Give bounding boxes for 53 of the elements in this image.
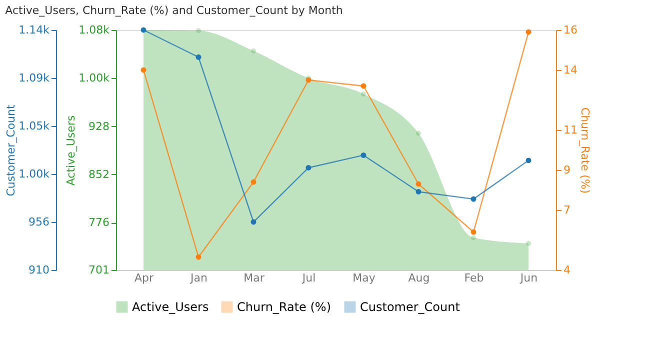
y2-axis-title: Churn_Rate (%) xyxy=(578,107,592,194)
point xyxy=(196,54,202,60)
point xyxy=(416,189,422,194)
y2-tick-label: 4 xyxy=(564,264,570,276)
y-tick-label: 1.08k xyxy=(78,24,110,36)
chart-title: Active_Users, Churn_Rate (%) and Customer_Count by Month xyxy=(5,4,343,17)
y3-tick-label: 910 xyxy=(28,264,50,276)
y-tick-label: 852 xyxy=(88,168,110,181)
y-axis-title: Active_Users xyxy=(64,115,78,186)
point xyxy=(360,152,366,158)
y3-axis-title: Customer_Count xyxy=(4,104,18,196)
x-tick-label: Apr xyxy=(134,272,154,284)
point xyxy=(250,219,256,225)
point xyxy=(470,196,476,202)
x-tick-label: Mar xyxy=(244,272,265,284)
point xyxy=(140,67,146,73)
y2-tick-label: 14 xyxy=(564,64,578,76)
point xyxy=(361,91,366,96)
point xyxy=(471,235,476,240)
x-tick-label: May xyxy=(352,272,376,284)
point xyxy=(196,28,201,34)
point xyxy=(196,254,202,260)
legend-label: Active_Users xyxy=(132,300,209,314)
point xyxy=(360,83,366,89)
y3-tick-label: 956 xyxy=(28,216,50,228)
y3-tick-label: 1.09k xyxy=(18,72,50,84)
point xyxy=(251,48,256,54)
point xyxy=(416,181,422,187)
point xyxy=(250,179,256,185)
y2-tick-label: 16 xyxy=(564,24,578,36)
y-tick-label: 701 xyxy=(88,264,110,276)
y-tick-label: 776 xyxy=(88,216,110,230)
point xyxy=(306,165,312,170)
x-tick-label: Jun xyxy=(519,272,538,284)
point xyxy=(526,158,532,164)
y2-tick-label: 9 xyxy=(564,164,570,176)
point xyxy=(416,130,421,136)
point xyxy=(470,229,476,235)
y-tick-label: 1.00k xyxy=(78,72,110,85)
legend-label: Customer_Count xyxy=(360,300,460,314)
x-tick-label: Aug xyxy=(408,272,430,284)
y2-tick-label: 7 xyxy=(564,204,570,216)
y-tick-label: 928 xyxy=(88,120,110,133)
y3-tick-label: 1.00k xyxy=(18,168,50,180)
y3-tick-label: 1.14k xyxy=(18,24,50,36)
legend-label: Churn_Rate (%) xyxy=(237,300,332,314)
x-tick-label: Jul xyxy=(301,272,316,284)
y3-tick-label: 1.05k xyxy=(18,120,50,132)
x-tick-label: Jan xyxy=(190,272,208,284)
y2-tick-label: 11 xyxy=(564,124,578,136)
point xyxy=(526,29,532,35)
point xyxy=(526,240,531,246)
x-tick-label: Feb xyxy=(464,272,484,284)
